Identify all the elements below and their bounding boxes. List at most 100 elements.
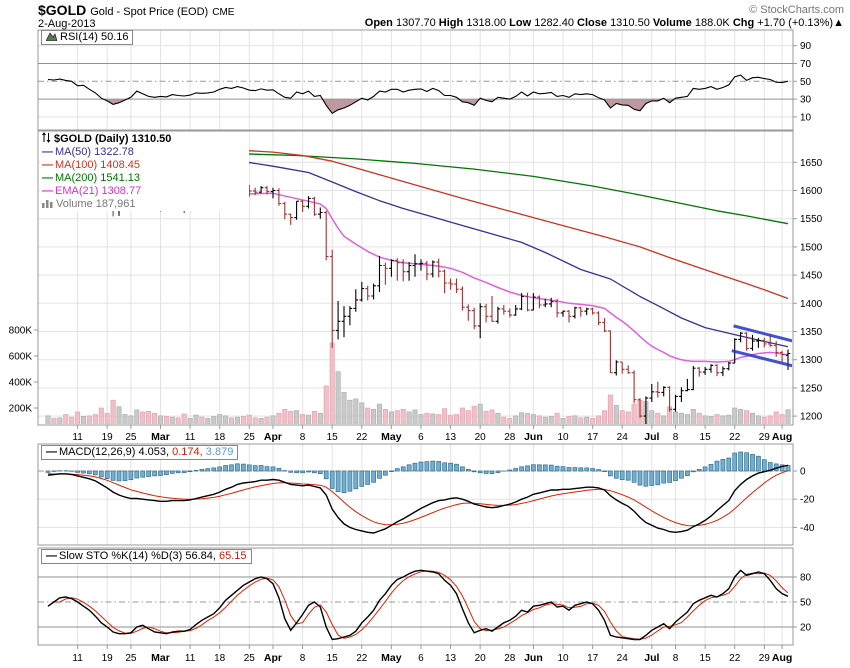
- ma200-label: MA(200) 1541.13: [55, 172, 140, 184]
- ema21-label: EMA(21) 1308.77: [55, 185, 142, 197]
- svg-text:17: 17: [587, 432, 599, 443]
- svg-text:10: 10: [557, 653, 569, 664]
- open-label: Open: [364, 17, 393, 29]
- volume-label: Volume: [652, 17, 692, 29]
- svg-text:Apr: Apr: [264, 431, 282, 443]
- rsi-legend-label: RSI(14) 50.16: [60, 31, 129, 43]
- svg-text:90: 90: [800, 41, 812, 52]
- chart-header: $GOLD Gold - Spot Price (EOD) CME: [38, 2, 234, 20]
- svg-text:6: 6: [418, 653, 424, 664]
- ma50-label: MA(50) 1322.78: [55, 146, 134, 158]
- svg-text:22: 22: [729, 653, 741, 664]
- macd-hist-value: 3.879: [205, 446, 234, 458]
- svg-text:18: 18: [214, 432, 226, 443]
- chg-label: Chg: [732, 17, 755, 29]
- macd-label: MACD(12,26,9) 4.053,: [59, 446, 170, 458]
- svg-text:May: May: [381, 431, 402, 443]
- main-legend[interactable]: $GOLD (Daily) 1310.50 — MA(50) 1322.78 — M…: [40, 132, 249, 211]
- svg-text:17: 17: [587, 653, 599, 664]
- ema21-swatch: —: [42, 185, 53, 197]
- ma50-swatch: —: [42, 146, 53, 158]
- chart-date: 2-Aug-2013: [38, 18, 96, 30]
- rsi-legend[interactable]: RSI(14) 50.16: [41, 30, 134, 45]
- svg-text:11: 11: [72, 432, 83, 443]
- svg-text:10: 10: [800, 112, 812, 123]
- main-title: $GOLD (Daily) 1310.50: [54, 133, 172, 145]
- indicator-icon: [46, 32, 57, 41]
- volume-value: 188.0K: [694, 17, 730, 29]
- svg-text:Jul: Jul: [644, 431, 659, 443]
- low-value: 1282.40: [534, 17, 574, 29]
- sto-swatch: —: [46, 550, 57, 562]
- symbol: $GOLD: [38, 2, 87, 18]
- svg-text:50: 50: [800, 598, 812, 609]
- close-value: 1310.50: [610, 17, 650, 29]
- svg-text:28: 28: [504, 432, 516, 443]
- svg-text:Jun: Jun: [524, 431, 543, 443]
- svg-text:May: May: [381, 652, 402, 664]
- low-label: Low: [509, 17, 532, 29]
- svg-text:1650: 1650: [800, 158, 823, 169]
- svg-text:1450: 1450: [800, 271, 823, 282]
- open-value: 1307.70: [395, 17, 436, 29]
- ma100-label: MA(100) 1408.45: [55, 159, 140, 171]
- svg-text:1200: 1200: [800, 412, 823, 423]
- svg-text:30: 30: [800, 95, 812, 106]
- macd-swatch: —: [46, 446, 57, 458]
- svg-text:Mar: Mar: [151, 431, 170, 443]
- svg-text:1400: 1400: [800, 299, 823, 310]
- svg-text:19: 19: [102, 653, 114, 664]
- svg-text:15: 15: [700, 653, 712, 664]
- svg-text:200K: 200K: [9, 404, 33, 415]
- symbol-description: Gold - Spot Price (EOD): [90, 6, 209, 18]
- ma200-swatch: —: [42, 172, 53, 184]
- svg-text:13: 13: [445, 653, 457, 664]
- svg-text:6: 6: [418, 432, 424, 443]
- svg-text:1350: 1350: [800, 327, 823, 338]
- svg-text:-20: -20: [800, 495, 815, 506]
- chg-value: +1.70 (+0.13%): [757, 17, 834, 29]
- svg-text:22: 22: [356, 653, 368, 664]
- chg-up-arrow-icon: ▲: [833, 17, 844, 29]
- svg-text:Jul: Jul: [644, 652, 659, 664]
- svg-text:1600: 1600: [800, 186, 823, 197]
- svg-text:Jun: Jun: [524, 652, 543, 664]
- svg-text:11: 11: [185, 653, 196, 664]
- svg-text:600K: 600K: [9, 352, 33, 363]
- svg-text:15: 15: [700, 432, 712, 443]
- high-label: High: [438, 17, 464, 29]
- sto-legend[interactable]: — Slow STO %K(14) %D(3) 56.84, 65.15: [41, 549, 252, 564]
- svg-text:25: 25: [125, 653, 137, 664]
- svg-text:20: 20: [800, 623, 812, 634]
- svg-text:25: 25: [244, 653, 256, 664]
- svg-text:800K: 800K: [9, 326, 33, 337]
- svg-text:29: 29: [759, 653, 771, 664]
- svg-text:19: 19: [102, 432, 114, 443]
- svg-text:28: 28: [504, 653, 516, 664]
- svg-text:8: 8: [673, 432, 679, 443]
- volume-legend-label: Volume 187,961: [56, 198, 136, 210]
- svg-text:15: 15: [327, 653, 339, 664]
- svg-text:1550: 1550: [800, 214, 823, 225]
- svg-text:80: 80: [800, 573, 812, 584]
- macd-legend[interactable]: — MACD(12,26,9) 4.053, 0.174, 3.879: [41, 445, 239, 460]
- svg-text:50: 50: [800, 77, 812, 88]
- macd-signal-value: 0.174,: [172, 446, 203, 458]
- interval-icon: [42, 132, 51, 143]
- svg-text:-40: -40: [800, 523, 815, 534]
- svg-text:15: 15: [327, 432, 339, 443]
- exchange: CME: [212, 7, 235, 18]
- svg-text:22: 22: [729, 432, 741, 443]
- svg-text:20: 20: [475, 653, 487, 664]
- svg-text:11: 11: [185, 432, 196, 443]
- svg-text:11: 11: [72, 653, 83, 664]
- svg-text:400K: 400K: [9, 378, 33, 389]
- svg-text:29: 29: [759, 432, 771, 443]
- svg-text:1250: 1250: [800, 383, 823, 394]
- svg-text:20: 20: [475, 432, 487, 443]
- volume-icon: [42, 200, 53, 208]
- svg-text:10: 10: [557, 432, 569, 443]
- quote-summary: Open 1307.70 High 1318.00 Low 1282.40 Cl…: [365, 17, 844, 29]
- svg-text:18: 18: [214, 653, 226, 664]
